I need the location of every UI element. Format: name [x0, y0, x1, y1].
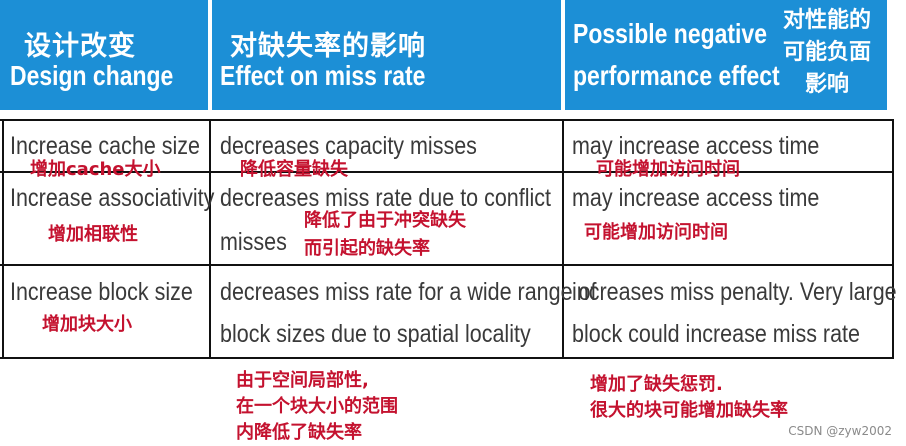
row1-design-en: Increase cache size [10, 132, 201, 160]
header-cell-negative-effect: Possible negative performance effect 对性能… [565, 0, 887, 110]
header-cell-design-change: 设计改变 Design change [0, 0, 208, 110]
row1-negative-zh: 可能增加访问时间 [596, 159, 740, 180]
row1-effect-en: decreases capacity misses [220, 132, 477, 160]
column-divider-2 [562, 119, 564, 359]
row1-effect-zh: 降低容量缺失 [240, 159, 348, 180]
header-design-change-zh: 设计改变 [24, 31, 136, 62]
row3-effect-zh-line3: 内降低了缺失率 [236, 422, 362, 443]
row-divider-1 [0, 171, 894, 173]
row3-effect-zh-line2: 在一个块大小的范围 [236, 396, 398, 417]
csdn-watermark: CSDN @zyw2002 [788, 424, 892, 438]
row3-design-zh: 增加块大小 [42, 314, 132, 335]
header-negative-zh-line1: 对性能的 [782, 8, 871, 33]
row2-effect-en-line2: misses [220, 228, 287, 256]
row2-negative-zh: 可能增加访问时间 [584, 222, 728, 243]
header-negative-en-line1: Possible negative [573, 18, 767, 49]
table-bottom-border [0, 357, 894, 359]
row3-effect-en-line1: decreases miss rate for a wide range of [220, 278, 597, 306]
row3-negative-zh-line1: 增加了缺失惩罚. [590, 374, 723, 395]
row2-effect-zh-line1: 降低了由于冲突缺失 [304, 210, 466, 231]
header-effect-zh: 对缺失率的影响 [230, 31, 426, 62]
row1-design-zh: 增加cache大小 [30, 159, 161, 180]
table-left-border [2, 119, 4, 359]
row3-effect-zh-line1: 由于空间局部性, [236, 370, 369, 391]
row-divider-2 [0, 264, 894, 266]
header-design-change-en: Design change [10, 60, 174, 91]
column-divider-1 [209, 119, 211, 359]
row3-design-en: Increase block size [10, 278, 193, 306]
header-negative-zh-line3: 影响 [804, 72, 849, 97]
row3-effect-en-line2: block sizes due to spatial locality [220, 320, 531, 348]
header-effect-en: Effect on miss rate [220, 60, 426, 91]
row1-negative-en: may increase access time [572, 132, 820, 160]
header-negative-zh-line2: 可能负面 [782, 40, 871, 65]
row2-negative-en: may increase access time [572, 184, 820, 212]
header-cell-effect-on-miss-rate: 对缺失率的影响 Effect on miss rate [212, 0, 561, 110]
row3-negative-en-line2: block could increase miss rate [572, 320, 860, 348]
row3-negative-en-line1: increases miss penalty. Very large [572, 278, 897, 306]
row2-design-en: Increase associativity [10, 184, 215, 212]
row2-design-zh: 增加相联性 [48, 224, 138, 245]
header-negative-en-line2: performance effect [573, 60, 780, 91]
table-right-border [892, 119, 894, 359]
row2-effect-zh-line2: 而引起的缺失率 [304, 238, 430, 259]
row2-effect-en-line1: decreases miss rate due to conflict [220, 184, 552, 212]
table-top-border [0, 119, 894, 121]
row3-negative-zh-line2: 很大的块可能增加缺失率 [590, 400, 788, 421]
